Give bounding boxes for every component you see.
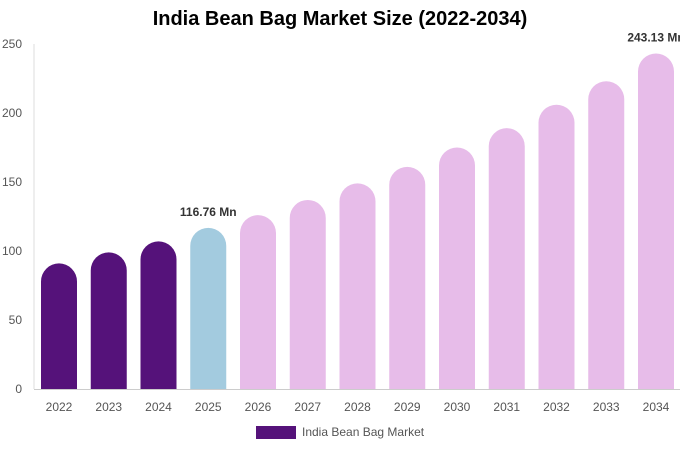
bars xyxy=(41,53,674,390)
x-tick-label: 2031 xyxy=(493,400,520,414)
bar-2030 xyxy=(439,147,475,389)
data-labels: 116.76 Mn 243.13 Mn xyxy=(180,30,680,218)
x-tick-label: 2025 xyxy=(195,400,222,414)
x-tick-label: 2032 xyxy=(543,400,570,414)
x-tick-label: 2033 xyxy=(593,400,620,414)
x-axis-ticks: 2022 2023 2024 2025 2026 2027 2028 2029 2030 2031… xyxy=(46,400,670,414)
y-tick-label: 0 xyxy=(15,382,22,396)
data-label-2034: 243.13 Mn xyxy=(627,30,680,44)
data-label-2025: 116.76 Mn xyxy=(180,205,237,219)
x-tick-label: 2022 xyxy=(46,400,73,414)
bar-2028 xyxy=(339,183,376,389)
x-tick-label: 2029 xyxy=(394,400,421,414)
bar-2022 xyxy=(41,263,77,389)
x-tick-label: 2024 xyxy=(145,400,172,414)
bar-2033 xyxy=(588,81,625,389)
x-tick-label: 2034 xyxy=(643,400,670,414)
bar-2024 xyxy=(140,241,177,389)
chart-title: India Bean Bag Market Size (2022-2034) xyxy=(152,8,528,30)
y-tick-label: 50 xyxy=(9,313,23,327)
bar-2026 xyxy=(240,215,276,389)
legend-swatch xyxy=(256,425,296,439)
x-tick-label: 2023 xyxy=(95,400,122,414)
x-tick-label: 2027 xyxy=(294,400,321,414)
y-axis-ticks: 0 50 100 150 200 250 xyxy=(2,37,22,396)
bar-2023 xyxy=(90,252,127,389)
bar-2034 xyxy=(638,53,674,390)
y-tick-label: 100 xyxy=(2,244,22,258)
x-tick-label: 2030 xyxy=(444,400,471,414)
x-tick-label: 2028 xyxy=(344,400,371,414)
legend: India Bean Bag Market xyxy=(256,425,424,439)
y-tick-label: 150 xyxy=(2,175,22,189)
bar-2031 xyxy=(488,128,525,389)
bar-2032 xyxy=(538,104,575,390)
bar-2025 xyxy=(190,227,227,389)
bar-2029 xyxy=(389,166,426,389)
x-tick-label: 2026 xyxy=(245,400,272,414)
y-tick-label: 200 xyxy=(2,106,22,120)
legend-label: India Bean Bag Market xyxy=(302,425,425,439)
bar-2027 xyxy=(289,199,326,389)
y-tick-label: 250 xyxy=(2,37,22,51)
